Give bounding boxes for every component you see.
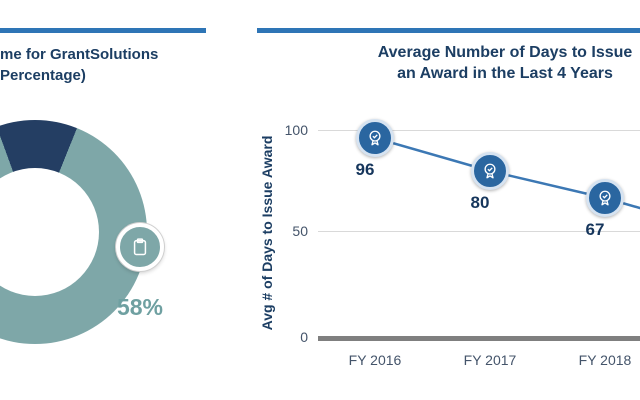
- donut-chart-title: me for GrantSolutions Percentage): [0, 44, 158, 86]
- award-medal-icon: [369, 130, 381, 146]
- donut-title-line2: Percentage): [0, 67, 86, 84]
- clipboard-icon: [133, 238, 147, 256]
- clipboard-badge: [116, 223, 164, 271]
- donut-title-line1: me for GrantSolutions: [0, 46, 159, 63]
- x-label-fy2017: FY 2017: [463, 352, 517, 368]
- x-label-fy2018: FY 2018: [578, 352, 632, 368]
- trend-line: [374, 136, 640, 210]
- line-chart-title: Average Number of Days to Issue an Award…: [320, 42, 640, 84]
- left-accent-bar: [0, 28, 206, 33]
- y-tick-50: 50: [292, 223, 308, 239]
- donut-percentage-label: 58%: [116, 294, 164, 320]
- data-point-badge-fy2017: [471, 152, 509, 190]
- y-tick-0: 0: [300, 329, 308, 345]
- gridline-100: [318, 130, 640, 131]
- x-axis-line: [318, 336, 640, 341]
- value-label-fy2017: 80: [470, 193, 490, 212]
- value-label-fy2018: 67: [585, 220, 605, 239]
- data-point-badge-fy2016: [356, 119, 394, 157]
- award-medal-icon: [484, 163, 496, 179]
- data-point-badge-fy2018: [586, 179, 624, 217]
- x-label-fy2016: FY 2016: [348, 352, 402, 368]
- value-label-fy2016: 96: [355, 160, 375, 179]
- line-title-line1: Average Number of Days to Issue: [377, 44, 633, 61]
- donut-hole: [0, 168, 99, 296]
- award-medal-icon: [599, 190, 611, 206]
- right-accent-bar: [257, 28, 640, 33]
- y-tick-100: 100: [284, 122, 308, 138]
- gridline-50: [318, 231, 640, 232]
- line-title-line2: an Award in the Last 4 Years: [397, 65, 613, 82]
